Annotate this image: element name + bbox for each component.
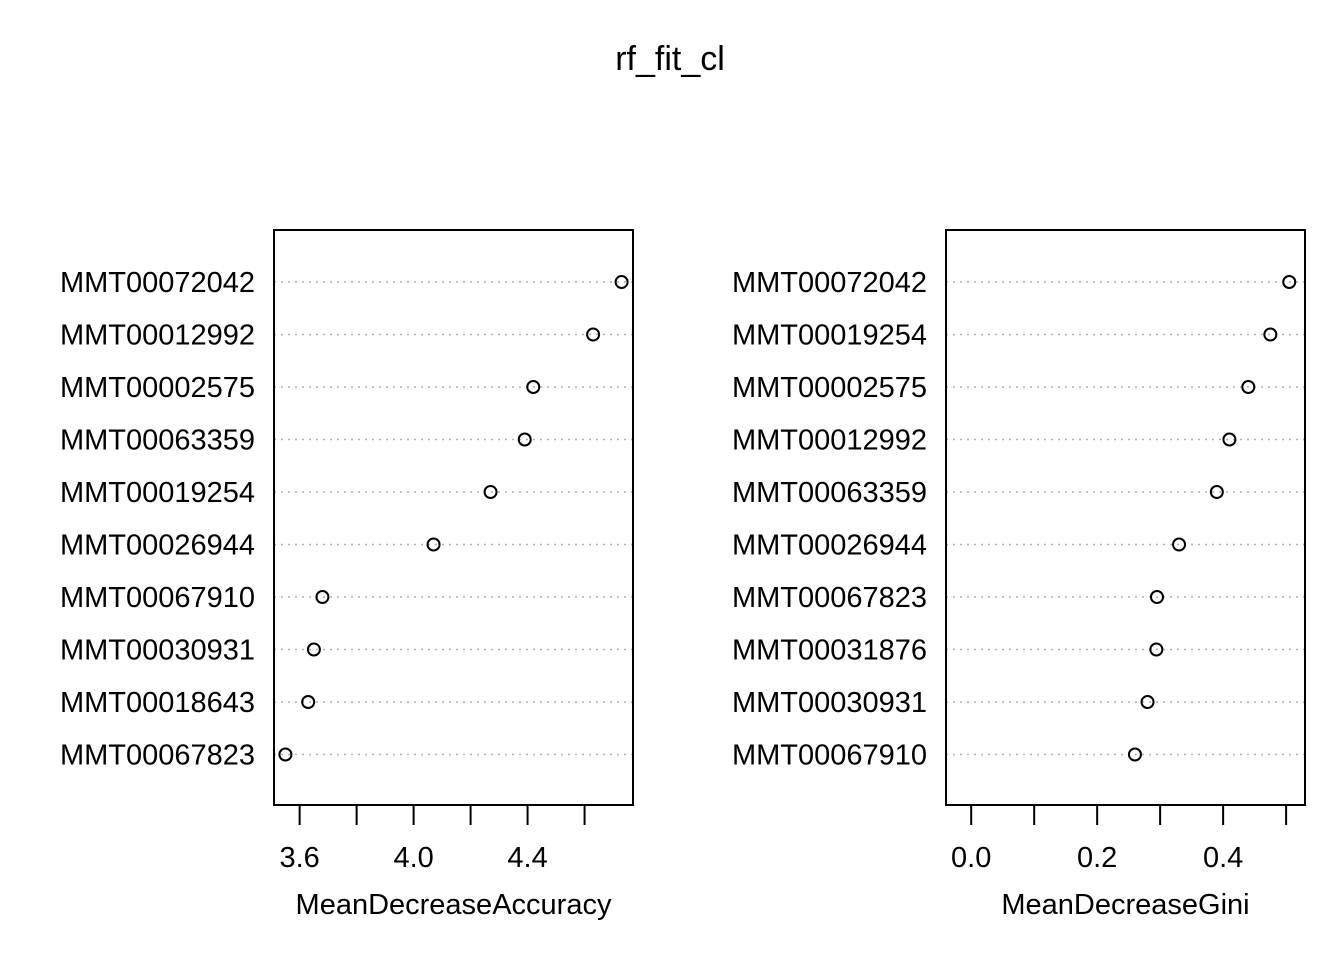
row-label: MMT00019254	[732, 320, 927, 352]
data-point	[426, 537, 441, 552]
row-label: MMT00067910	[60, 582, 255, 614]
row-label: MMT00019254	[60, 477, 255, 509]
row-label: MMT00072042	[60, 267, 255, 299]
row-label: MMT00072042	[732, 267, 927, 299]
x-axis-title: MeanDecreaseGini	[1001, 889, 1249, 921]
data-point	[1172, 537, 1187, 552]
data-point	[1127, 747, 1142, 762]
data-point	[614, 275, 629, 289]
data-point	[1222, 432, 1237, 447]
row-label: MMT00063359	[732, 477, 927, 509]
row-label: MMT00026944	[60, 530, 255, 562]
accuracy-panel: MMT00072042 MMT00012992 MMT00002575 MMT0006…	[60, 229, 634, 921]
row-label: MMT00067910	[732, 740, 927, 772]
row-label: MMT00067823	[60, 740, 255, 772]
plot-box	[273, 229, 634, 806]
data-point	[1209, 485, 1224, 499]
x-tick-label: 4.0	[393, 842, 433, 874]
x-tick-label: 0.2	[1077, 842, 1117, 874]
row-label: MMT00002575	[732, 372, 927, 404]
row-label: MMT00018643	[60, 687, 255, 719]
data-point	[1149, 590, 1164, 604]
data-point	[483, 485, 498, 499]
data-point	[306, 642, 321, 657]
row-label: MMT00030931	[732, 687, 927, 719]
plot-box	[945, 229, 1306, 806]
x-axis-title: MeanDecreaseAccuracy	[296, 889, 612, 921]
data-point	[586, 327, 601, 342]
x-tick-label: 3.6	[279, 842, 319, 874]
data-point	[1282, 275, 1297, 289]
row-label: MMT00012992	[732, 425, 927, 457]
data-point	[315, 590, 330, 604]
data-point	[301, 695, 316, 709]
row-label: MMT00030931	[60, 635, 255, 667]
x-tick-label: 0.0	[951, 842, 991, 874]
data-point	[1263, 327, 1278, 342]
chart-title: rf_fit_cl	[615, 40, 725, 78]
x-tick-label: 4.4	[507, 842, 547, 874]
data-point	[278, 747, 293, 762]
data-point	[517, 432, 532, 447]
x-tick-label: 0.4	[1203, 842, 1243, 874]
row-label: MMT00012992	[60, 320, 255, 352]
row-label: MMT00067823	[732, 582, 927, 614]
gini-panel: MMT00072042 MMT00019254 MMT00002575 MMT0001…	[732, 229, 1306, 921]
data-point	[1241, 380, 1256, 394]
row-label: MMT00026944	[732, 530, 927, 562]
row-label: MMT00002575	[60, 372, 255, 404]
data-point	[526, 380, 541, 394]
row-label: MMT00031876	[732, 635, 927, 667]
row-label: MMT00063359	[60, 425, 255, 457]
data-point	[1140, 695, 1155, 709]
data-point	[1149, 642, 1164, 657]
